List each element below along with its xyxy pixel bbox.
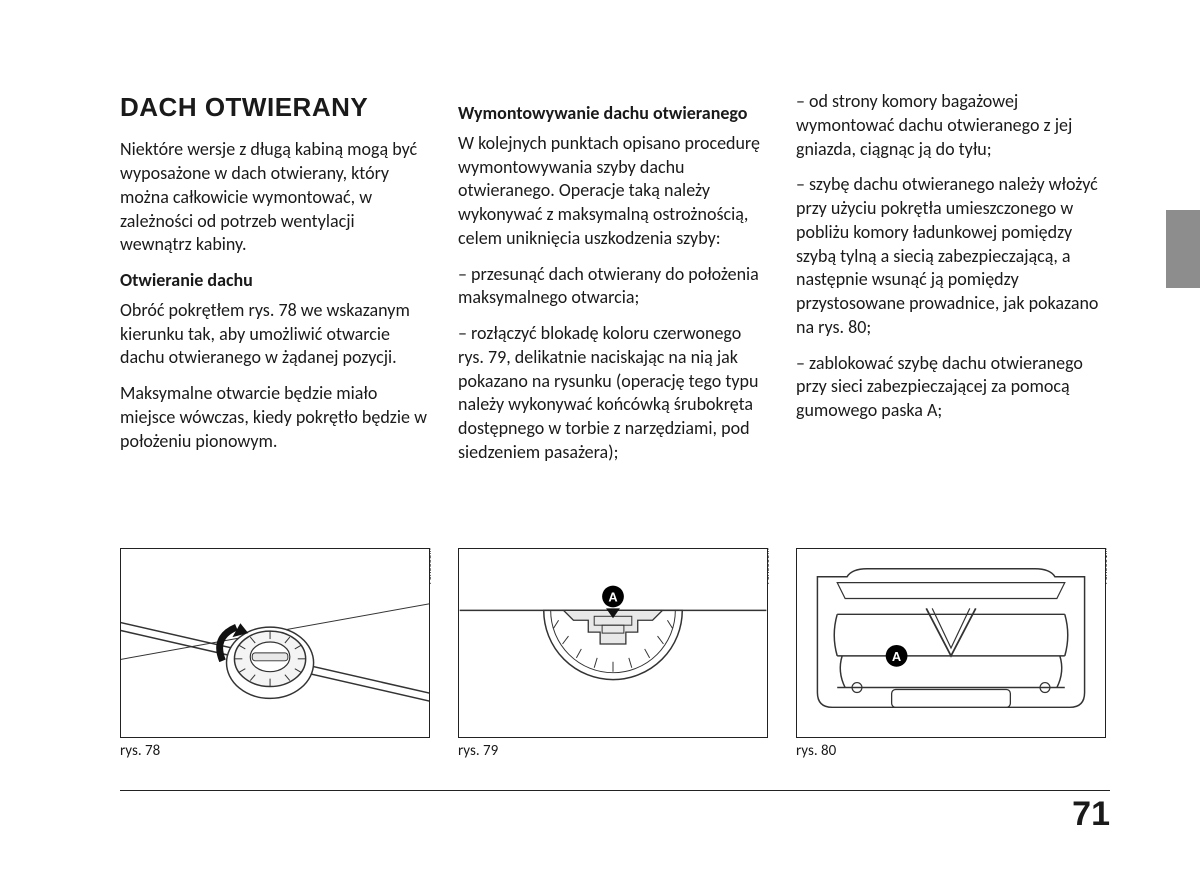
section-tab [1166,210,1200,288]
figure-80: F0X0061m [796,548,1106,760]
paragraph: W kolejnych punktach opisano procedurę w… [458,132,768,251]
text-columns: DACH OTWIERANY Niektóre wersje z długą k… [120,90,1110,470]
figure-79: F0X0060m [458,548,768,760]
paragraph: – przesunąć dach otwierany do położenia … [458,263,768,311]
manual-page: DACH OTWIERANY Niektóre wersje z długą k… [0,0,1200,886]
column-2: Wymontowywanie dachu otwieranego W kolej… [458,90,768,470]
lock-illustration: A [459,549,767,737]
figure-row: F0X0058m [120,548,1110,760]
paragraph: – rozłączyć blokadę koloru czerwonego ry… [458,322,768,465]
subheading-removal: Wymontowywanie dachu otwieranego [458,102,768,126]
column-1: DACH OTWIERANY Niektóre wersje z długą k… [120,90,430,470]
paragraph: – zablokować szybę dachu otwieranego prz… [796,352,1106,423]
page-title: DACH OTWIERANY [120,90,430,124]
figure-caption: rys. 79 [458,742,768,760]
figure-frame [120,548,430,738]
figure-frame: A [796,548,1106,738]
paragraph: – szybę dachu otwieranego należy włożyć … [796,173,1106,339]
paragraph: Niektóre wersje z długą kabiną mogą być … [120,138,430,257]
knob-illustration [121,549,429,737]
page-number: 71 [1072,795,1110,833]
figure-caption: rys. 80 [796,742,1106,760]
callout-a: A [892,649,901,664]
paragraph: – od strony komory bagażowej wymontować … [796,90,1106,161]
figure-frame: A [458,548,768,738]
callout-a: A [608,589,617,604]
figure-caption: rys. 78 [120,742,430,760]
cargo-illustration: A [797,549,1105,737]
column-3: – od strony komory bagażowej wymontować … [796,90,1106,470]
page-footer: 71 [120,790,1110,834]
figure-78: F0X0058m [120,548,430,760]
paragraph: Obróć pokrętłem rys. 78 we wskazanym kie… [120,299,430,370]
subheading-opening: Otwieranie dachu [120,269,430,293]
paragraph: Maksymalne otwarcie będzie miało miejsce… [120,382,430,453]
